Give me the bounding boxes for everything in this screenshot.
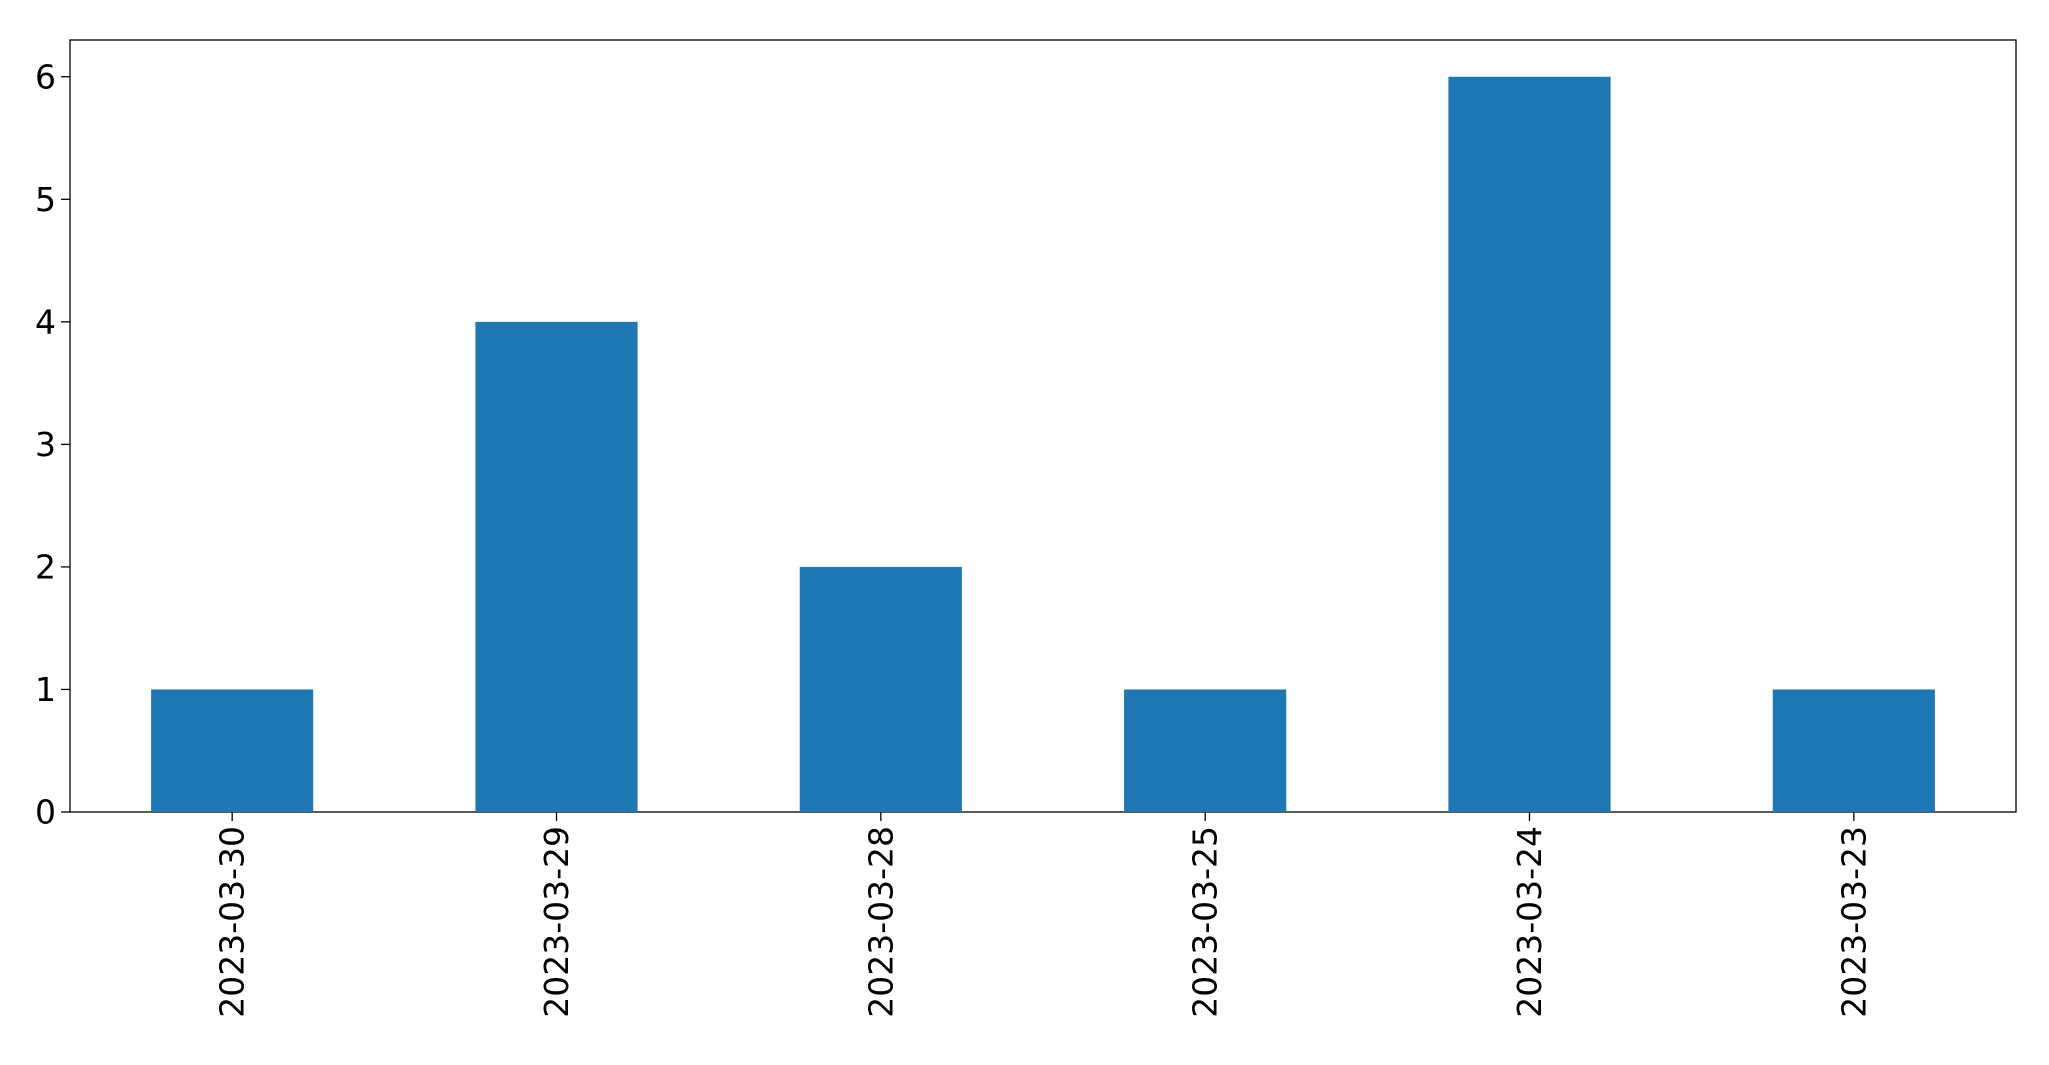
plot-frame xyxy=(69,39,2017,813)
bar-2023-03-29 xyxy=(475,321,638,812)
x-tick-label: 2023-03-29 xyxy=(537,826,576,1018)
plot-area xyxy=(69,39,2017,813)
bars xyxy=(151,76,1935,812)
bar-2023-03-24 xyxy=(1448,76,1611,812)
x-tick-label: 2023-03-24 xyxy=(1510,826,1549,1018)
x-tick-label: 2023-03-25 xyxy=(1186,826,1225,1018)
x-tick-label: 2023-03-30 xyxy=(213,826,252,1018)
x-axis: 2023-03-30 2023-03-29 2023-03-28 2023-03-25… xyxy=(213,812,1873,1018)
y-tick-label: 5 xyxy=(35,180,56,219)
bar-2023-03-25 xyxy=(1124,689,1287,812)
x-tick-label: 2023-03-28 xyxy=(861,826,900,1018)
y-tick-label: 3 xyxy=(35,425,56,464)
y-tick-label: 0 xyxy=(35,793,56,832)
bar-2023-03-28 xyxy=(799,566,962,812)
y-tick-label: 1 xyxy=(35,670,56,709)
x-tick-label: 2023-03-23 xyxy=(1834,826,1873,1018)
bar-2023-03-30 xyxy=(151,689,314,812)
y-axis: 0 1 2 3 4 5 6 xyxy=(35,57,70,832)
y-tick-label: 2 xyxy=(35,547,56,586)
y-tick-label: 6 xyxy=(35,57,56,96)
y-tick-label: 4 xyxy=(35,302,56,341)
bar-2023-03-23 xyxy=(1772,689,1935,812)
